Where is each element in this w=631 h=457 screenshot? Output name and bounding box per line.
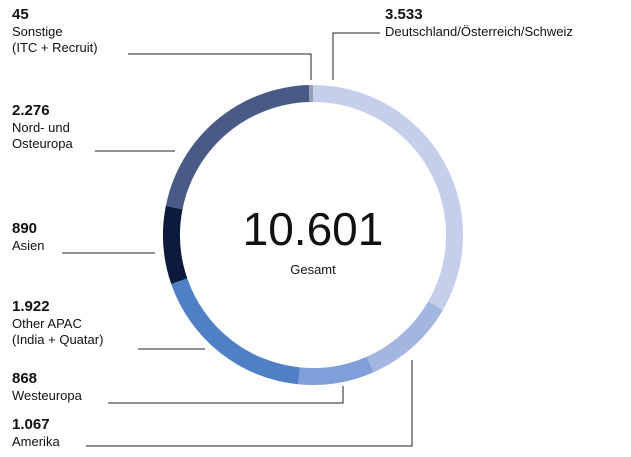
category-label: Asien (12, 238, 45, 253)
donut-segment (163, 205, 188, 284)
category-label: Sonstige (ITC + Recruit) (12, 24, 98, 55)
leader-line (86, 360, 413, 447)
donut-segment (313, 85, 463, 310)
leader-line (332, 32, 380, 80)
category-label: Westeuropa (12, 388, 82, 403)
category-label: Other APAC (India + Quatar) (12, 316, 104, 347)
donut-segment (171, 278, 300, 385)
category-label: Nord- und Osteuropa (12, 120, 73, 151)
donut-segment (308, 85, 313, 103)
value-label: 3.533 (385, 6, 423, 23)
donut-segment (298, 356, 374, 385)
category-label: Amerika (12, 434, 60, 449)
value-label: 45 (12, 6, 29, 23)
value-label: 890 (12, 220, 38, 237)
leader-line (128, 53, 312, 80)
value-label: 1.922 (12, 298, 50, 315)
donut-segment (165, 85, 310, 210)
category-label: Deutschland/Österreich/Schweiz (385, 24, 573, 39)
total-caption: Gesamt (290, 262, 336, 277)
donut-segment (366, 301, 443, 373)
value-label: 2.276 (12, 102, 50, 119)
leader-line (108, 386, 344, 404)
value-label: 1.067 (12, 416, 50, 433)
total-value: 10.601 (242, 203, 384, 255)
value-label: 868 (12, 370, 38, 387)
